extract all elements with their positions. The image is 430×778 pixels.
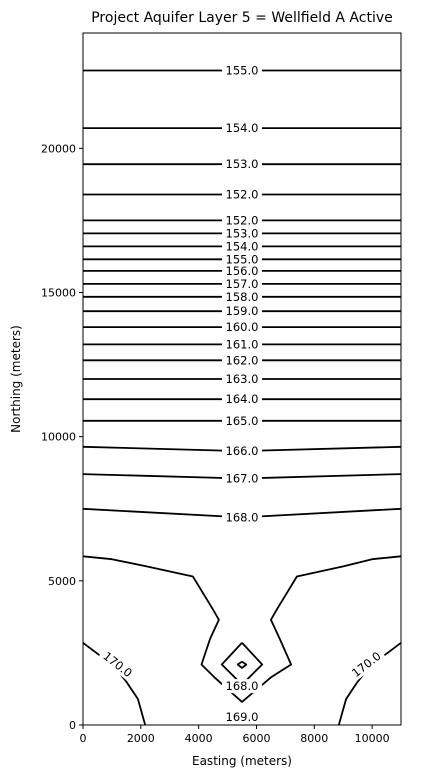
contour-label-bg: [222, 289, 262, 304]
x-axis-label: Easting (meters): [192, 754, 292, 768]
contour-label-text: 159.0: [226, 304, 259, 318]
plot-frame: [82, 32, 402, 726]
contour-label-bg: [222, 337, 262, 352]
contour-label-text: 168.0: [226, 679, 259, 693]
contour-label-23: 168.0: [222, 679, 262, 694]
contour-label-bg: [222, 372, 262, 386]
contour-label-5: 153.0: [222, 226, 262, 241]
contour-label-bg: [222, 353, 262, 368]
contour-label-14: 162.0: [222, 353, 262, 368]
contour-label-16: 164.0: [222, 392, 262, 407]
contour-label-text: 163.0: [226, 372, 259, 386]
contour-label-15: 163.0: [222, 372, 262, 386]
contour-label-text: 158.0: [226, 290, 259, 304]
y-tick-label-0: 0: [69, 719, 76, 732]
contour-label-7: 155.0: [222, 252, 262, 267]
contour-label-text: 168.0: [226, 510, 259, 524]
contour-label-bg: [222, 157, 262, 172]
contour-label-19: 167.0: [222, 471, 262, 486]
contour-label-bg: [222, 413, 262, 428]
y-tick-label-10000: 10000: [41, 431, 76, 444]
y-axis-ticks: 0 5000 10000 15000 20000: [41, 142, 83, 732]
x-tick-label-2000: 2000: [127, 732, 155, 745]
x-tick-label-4000: 4000: [185, 732, 213, 745]
contour-label-bg: [222, 392, 262, 407]
contour-label-bg: [222, 709, 262, 724]
contour-label-2: 153.0: [222, 157, 262, 172]
contour-label-text: 155.0: [226, 252, 259, 266]
contour-label-9: 157.0: [222, 276, 262, 291]
contour-label-text: 167.0: [226, 472, 259, 486]
x-tick-label-10000: 10000: [355, 732, 390, 745]
contour-label-text: 155.0: [226, 64, 259, 78]
contour-label-1: 154.0: [222, 121, 262, 136]
contour-label-text: 166.0: [226, 444, 259, 458]
contour-label-bg: [222, 213, 262, 228]
y-axis-label: Northing (meters): [9, 325, 23, 433]
x-tick-label-8000: 8000: [300, 732, 328, 745]
contour-label-6: 154.0: [222, 239, 262, 254]
contour-label-text: 169.0: [226, 710, 259, 724]
contour-label-bg: [222, 252, 262, 267]
contour-label-text: 154.0: [226, 121, 259, 135]
y-tick-label-20000: 20000: [41, 142, 76, 155]
contour-label-bg: [222, 320, 262, 335]
contour-label-11: 159.0: [222, 304, 262, 319]
contour-label-text: 157.0: [226, 277, 259, 291]
contour-label-0: 155.0: [222, 63, 262, 78]
x-tick-label-6000: 6000: [242, 732, 270, 745]
contour-label-bg: [222, 471, 262, 486]
contour-label-text: 153.0: [226, 157, 259, 171]
contour-label-text: 153.0: [226, 226, 259, 240]
contour-label-text: 156.0: [226, 264, 259, 278]
contour-label-17: 165.0: [222, 413, 262, 428]
x-tick-label-0: 0: [80, 732, 87, 745]
contour-label-text: 154.0: [226, 239, 259, 253]
contour-label-bg: [222, 263, 262, 278]
contour-label-bg: [222, 276, 262, 291]
contour-label-text: 160.0: [226, 320, 259, 334]
contour-label-text: 161.0: [226, 337, 259, 351]
contour-label-bg: [346, 646, 387, 683]
contour-label-text: 170.0: [100, 649, 135, 680]
contour-label-20: 168.0: [222, 510, 262, 525]
contour-label-text: 165.0: [226, 414, 259, 428]
contour-curve-169.0-4: [236, 660, 248, 669]
contour-label-text: 152.0: [226, 213, 259, 227]
contour-label-10: 158.0: [222, 289, 262, 304]
x-axis-ticks: 0 2000 4000 6000 8000 10000: [80, 725, 390, 745]
contour-label-8: 156.0: [222, 263, 262, 278]
contour-label-bg: [222, 444, 262, 459]
contour-label-bg: [222, 510, 262, 525]
contour-label-bg: [222, 226, 262, 241]
contour-label-18: 166.0: [222, 444, 262, 459]
contour-label-text: 164.0: [226, 392, 259, 406]
contour-label-22: 170.0: [346, 646, 387, 683]
contour-label-text: 152.0: [226, 188, 259, 202]
contour-label-text: 162.0: [226, 353, 259, 367]
contour-label-bg: [222, 121, 262, 136]
contour-label-bg: [222, 63, 262, 78]
contour-curve-169.0-0: [82, 555, 402, 703]
y-tick-label-15000: 15000: [41, 287, 76, 300]
y-tick-label-5000: 5000: [48, 575, 76, 588]
contour-label-3: 152.0: [222, 187, 262, 202]
contour-label-bg: [222, 304, 262, 319]
contour-labels: 155.0154.0153.0152.0152.0153.0154.0155.0…: [97, 63, 387, 724]
contour-label-bg: [222, 679, 262, 694]
contour-label-bg: [222, 239, 262, 254]
contour-label-13: 161.0: [222, 337, 262, 352]
contour-label-24: 169.0: [222, 709, 262, 724]
contour-label-bg: [222, 187, 262, 202]
chart-title: Project Aquifer Layer 5 = Wellfield A Ac…: [91, 10, 393, 26]
contour-label-bg: [97, 646, 138, 683]
contour-label-21: 170.0: [97, 646, 138, 683]
contour-label-text: 170.0: [349, 649, 384, 680]
contour-label-12: 160.0: [222, 320, 262, 335]
contour-label-4: 152.0: [222, 213, 262, 228]
